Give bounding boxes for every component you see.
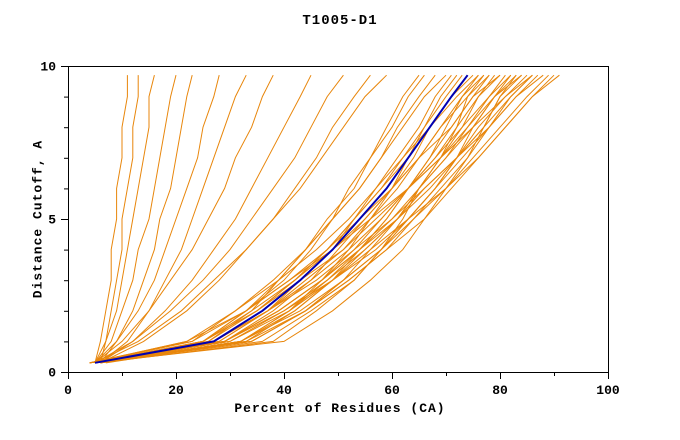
model-curve (94, 75, 128, 363)
model-curve (100, 74, 512, 364)
y-tick-label: 5 (48, 213, 56, 228)
model-curve (100, 74, 247, 364)
x-tick-label: 20 (168, 383, 184, 398)
model-curve (100, 74, 522, 364)
model-curve (94, 74, 506, 364)
model-curve (94, 74, 274, 364)
model-curve (100, 74, 485, 364)
model-curve (89, 74, 447, 364)
chart-title: T1005-D1 (302, 13, 378, 29)
model-curve (94, 74, 436, 364)
model-curve (100, 75, 193, 364)
x-tick-label: 40 (276, 383, 292, 398)
x-axis-label: Percent of Residues (CA) (234, 401, 446, 416)
model-curve (89, 74, 533, 364)
model-curve (89, 74, 501, 364)
model-curve (89, 74, 517, 364)
highlighted-curve (94, 74, 469, 364)
model-curve (89, 74, 479, 364)
model-curve (99, 75, 139, 363)
model-curve (94, 74, 522, 364)
model-curve (94, 74, 517, 364)
model-curve (100, 74, 544, 364)
y-tick-label: 0 (48, 366, 56, 381)
model-curve (100, 74, 533, 364)
model-curve (94, 75, 155, 364)
x-tick-label: 60 (384, 383, 400, 398)
model-curve (94, 75, 220, 364)
x-tick-label: 0 (64, 383, 72, 398)
model-curve (94, 74, 387, 364)
model-curve (94, 74, 495, 364)
x-tick-label: 100 (596, 383, 620, 398)
model-curve (100, 74, 312, 364)
model-curve (94, 74, 344, 364)
x-tick-label: 80 (492, 383, 508, 398)
model-curve (94, 74, 479, 364)
model-curve (94, 74, 549, 364)
y-tick-label: 10 (40, 60, 56, 75)
model-curve (94, 75, 177, 364)
model-curve (89, 74, 560, 364)
